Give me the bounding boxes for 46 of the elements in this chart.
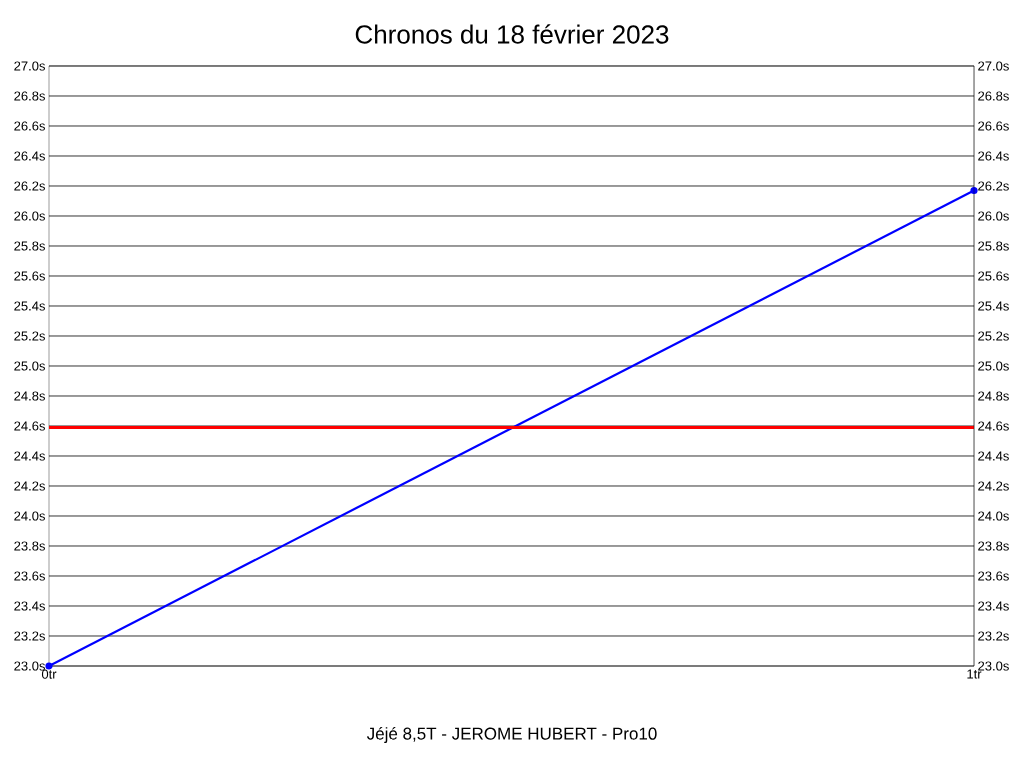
- y-tick-label: 26.2s: [14, 181, 45, 191]
- y2-tick-label: 25.0s: [978, 361, 1009, 371]
- y-tick-label: 23.8s: [14, 541, 45, 551]
- y-tick-label: 24.6s: [14, 421, 45, 431]
- y2-tick-label: 26.4s: [978, 151, 1009, 161]
- x-tick-label: 1tr: [967, 669, 982, 679]
- y-tick-label: 26.6s: [14, 121, 45, 131]
- y-tick-label: 25.6s: [14, 271, 45, 281]
- y2-tick-label: 25.8s: [978, 241, 1009, 251]
- y-tick-label: 24.0s: [14, 511, 45, 521]
- y-tick-label: 24.4s: [14, 451, 45, 461]
- y-tick-label: 26.0s: [14, 211, 45, 221]
- y2-tick-label: 23.8s: [978, 541, 1009, 551]
- y2-tick-label: 24.4s: [978, 451, 1009, 461]
- y-tick-label: 23.0s: [14, 661, 45, 671]
- y-tick-label: 24.2s: [14, 481, 45, 491]
- y2-tick-label: 26.2s: [978, 181, 1009, 191]
- y2-tick-label: 25.2s: [978, 331, 1009, 341]
- x-axis-title: Jéjé 8,5T - JEROME HUBERT - Pro10: [366, 726, 657, 744]
- y2-tick-label: 26.0s: [978, 211, 1009, 221]
- y-tick-label: 23.2s: [14, 631, 45, 641]
- y2-tick-label: 25.4s: [978, 301, 1009, 311]
- x-tick-label: 0tr: [41, 669, 57, 679]
- y2-tick-label: 24.0s: [978, 511, 1009, 521]
- y-tick-label: 23.6s: [14, 571, 45, 581]
- y2-tick-label: 24.2s: [978, 481, 1009, 491]
- y2-tick-label: 26.8s: [978, 91, 1009, 101]
- y2-tick-label: 23.4s: [978, 601, 1009, 611]
- y-tick-label: 25.8s: [14, 241, 45, 251]
- y2-tick-label: 25.6s: [978, 271, 1009, 281]
- y-tick-label: 24.8s: [14, 391, 45, 401]
- y-tick-label: 27.0s: [14, 61, 45, 71]
- y-tick-label: 25.0s: [14, 361, 45, 371]
- y2-tick-label: 23.0s: [978, 661, 1009, 671]
- y2-tick-label: 24.6s: [978, 421, 1009, 431]
- y2-tick-label: 23.6s: [978, 571, 1009, 581]
- y-tick-label: 26.8s: [14, 91, 45, 101]
- y2-tick-label: 24.8s: [978, 391, 1009, 401]
- chart-title: Chronos du 18 février 2023: [355, 24, 669, 44]
- y-tick-label: 23.4s: [14, 601, 45, 611]
- y2-tick-label: 27.0s: [978, 61, 1009, 71]
- y-tick-label: 26.4s: [14, 151, 45, 161]
- y-tick-label: 25.4s: [14, 301, 45, 311]
- y2-tick-label: 23.2s: [978, 631, 1009, 641]
- y2-tick-label: 26.6s: [978, 121, 1009, 131]
- y-tick-label: 25.2s: [14, 331, 45, 341]
